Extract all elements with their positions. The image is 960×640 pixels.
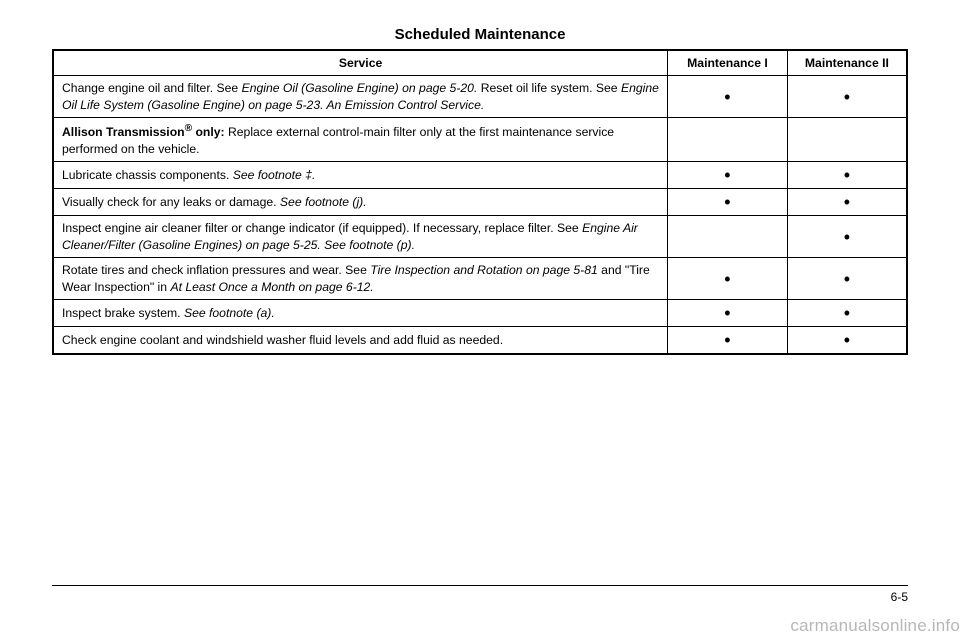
maintenance-2-cell: • — [787, 189, 907, 216]
table-row: Visually check for any leaks or damage. … — [53, 189, 907, 216]
maintenance-1-cell — [668, 118, 788, 162]
service-cell: Inspect engine air cleaner filter or cha… — [53, 216, 668, 258]
table-row: Inspect engine air cleaner filter or cha… — [53, 216, 907, 258]
maintenance-table: Service Maintenance I Maintenance II Cha… — [52, 49, 908, 355]
service-cell: Visually check for any leaks or damage. … — [53, 189, 668, 216]
table-row: Lubricate chassis components. See footno… — [53, 162, 907, 189]
watermark: carmanualsonline.info — [790, 616, 960, 636]
maintenance-1-cell: • — [668, 162, 788, 189]
maintenance-1-cell: • — [668, 76, 788, 118]
table-row: Check engine coolant and windshield wash… — [53, 327, 907, 355]
maintenance-1-cell: • — [668, 300, 788, 327]
table-row: Inspect brake system. See footnote (a).•… — [53, 300, 907, 327]
maintenance-2-cell: • — [787, 300, 907, 327]
footer-rule — [52, 585, 908, 586]
maintenance-2-cell: • — [787, 327, 907, 355]
maintenance-2-cell: • — [787, 76, 907, 118]
maintenance-1-cell: • — [668, 327, 788, 355]
table-row: Allison Transmission® only: Replace exte… — [53, 118, 907, 162]
page-number: 6-5 — [891, 590, 908, 604]
service-cell: Check engine coolant and windshield wash… — [53, 327, 668, 355]
maintenance-2-cell: • — [787, 258, 907, 300]
maintenance-1-cell: • — [668, 258, 788, 300]
maintenance-1-cell — [668, 216, 788, 258]
col-maintenance-2: Maintenance II — [787, 50, 907, 76]
page-container: Scheduled Maintenance Service Maintenanc… — [0, 0, 960, 640]
table-body: Change engine oil and filter. See Engine… — [53, 76, 907, 354]
maintenance-2-cell — [787, 118, 907, 162]
table-header-row: Service Maintenance I Maintenance II — [53, 50, 907, 76]
maintenance-1-cell: • — [668, 189, 788, 216]
col-service: Service — [53, 50, 668, 76]
service-cell: Allison Transmission® only: Replace exte… — [53, 118, 668, 162]
service-cell: Rotate tires and check inflation pressur… — [53, 258, 668, 300]
service-cell: Change engine oil and filter. See Engine… — [53, 76, 668, 118]
maintenance-2-cell: • — [787, 216, 907, 258]
table-row: Rotate tires and check inflation pressur… — [53, 258, 907, 300]
col-maintenance-1: Maintenance I — [668, 50, 788, 76]
page-title: Scheduled Maintenance — [52, 26, 908, 43]
service-cell: Inspect brake system. See footnote (a). — [53, 300, 668, 327]
maintenance-2-cell: • — [787, 162, 907, 189]
table-row: Change engine oil and filter. See Engine… — [53, 76, 907, 118]
service-cell: Lubricate chassis components. See footno… — [53, 162, 668, 189]
